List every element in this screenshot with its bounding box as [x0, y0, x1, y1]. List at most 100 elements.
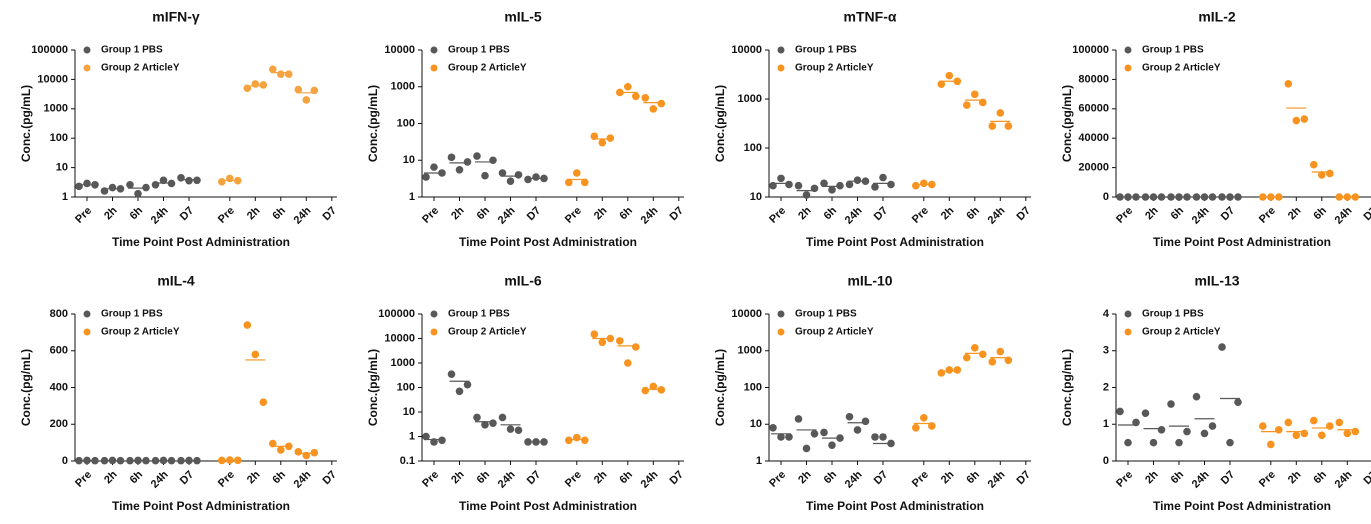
data-point — [649, 382, 658, 391]
x-tick-label: 2h — [939, 468, 957, 486]
x-tick-label: 6h — [617, 204, 635, 222]
legend-marker — [83, 328, 91, 336]
chart-title: mTNF-α — [844, 9, 897, 25]
x-tick-label: Pre — [420, 205, 441, 226]
data-point — [1116, 407, 1124, 416]
x-tick-label: 6h — [128, 468, 146, 486]
y-tick-label: 100000 — [31, 44, 68, 56]
data-point — [1292, 116, 1301, 125]
x-tick-label: 2h — [1143, 204, 1161, 222]
x-tick-label: D7 — [1015, 205, 1033, 223]
data-point — [1149, 438, 1158, 447]
x-tick-label: 6h — [1311, 204, 1329, 222]
data-point — [1157, 425, 1166, 434]
y-tick-label: 10000 — [384, 332, 415, 344]
data-point — [159, 176, 168, 185]
x-tick-label: D7 — [525, 205, 543, 223]
data-point — [996, 347, 1005, 356]
y-axis-label: Conc.(pg/mL) — [1060, 85, 1074, 162]
y-tick-label: 10000 — [384, 44, 415, 56]
y-tick-label: 10 — [750, 418, 762, 430]
x-tick-label: 24h — [496, 205, 518, 227]
legend-label: Group 2 ArticleY — [1142, 327, 1221, 338]
x-tick-label: Pre — [73, 469, 94, 490]
data-point — [1259, 422, 1267, 430]
legend-marker — [83, 64, 91, 72]
legend-label: Group 2 ArticleY — [795, 327, 874, 338]
x-axis-label: Time Point Post Administration — [112, 235, 290, 249]
y-tick-label: 1 — [409, 430, 415, 442]
data-point — [565, 436, 573, 445]
x-tick-label: 24h — [639, 469, 661, 491]
data-point — [820, 428, 828, 437]
x-tick-label: 2h — [245, 468, 263, 486]
data-point — [845, 180, 854, 189]
legend-label: Group 2 ArticleY — [448, 63, 527, 74]
legend-label: Group 2 ArticleY — [101, 63, 180, 74]
y-tick-label: 100 — [744, 142, 762, 154]
data-point — [514, 426, 523, 435]
x-tick-label: 6h — [475, 468, 493, 486]
x-tick-label: 2h — [796, 204, 814, 222]
x-tick-label: 6h — [270, 204, 288, 222]
data-point — [871, 433, 879, 441]
data-point — [879, 173, 887, 182]
x-tick-label: 2h — [592, 204, 610, 222]
data-point — [259, 81, 268, 89]
y-tick-label: 0 — [1103, 191, 1109, 203]
data-point — [142, 183, 150, 192]
legend-marker — [430, 46, 438, 54]
x-tick-label: 2h — [939, 204, 957, 222]
y-tick-label: 40000 — [1078, 132, 1109, 144]
legend-label: Group 2 ArticleY — [1142, 63, 1221, 74]
x-tick-label: Pre — [767, 469, 788, 490]
data-point — [1300, 115, 1309, 123]
y-tick-label: 1000 — [44, 103, 68, 115]
x-tick-label: D7 — [668, 469, 686, 487]
data-point — [920, 413, 928, 422]
y-tick-label: 1000 — [738, 93, 762, 105]
data-point — [861, 417, 870, 426]
data-point — [1335, 418, 1344, 427]
legend-marker — [777, 310, 785, 318]
chart-title: mIL-10 — [847, 273, 892, 289]
data-point — [920, 179, 928, 188]
x-tick-label: D7 — [1362, 205, 1371, 223]
x-tick-label: 2h — [1143, 468, 1161, 486]
chart-title: mIL-13 — [1194, 273, 1239, 289]
y-tick-label: 3 — [1103, 345, 1109, 357]
data-point — [430, 163, 438, 171]
x-tick-label: D7 — [1362, 469, 1371, 487]
data-point — [481, 421, 489, 429]
x-tick-label: 24h — [1190, 205, 1212, 227]
data-point — [447, 370, 456, 378]
data-point — [887, 180, 895, 189]
data-point — [769, 424, 777, 432]
x-tick-label: 6h — [964, 204, 982, 222]
x-axis-label: Time Point Post Administration — [112, 499, 290, 513]
data-point — [1310, 416, 1318, 425]
y-axis-label: Conc.(pg/mL) — [366, 349, 380, 426]
x-tick-label: Pre — [910, 469, 931, 490]
data-point — [606, 134, 615, 142]
legend-marker — [83, 46, 91, 54]
data-point — [945, 366, 954, 374]
x-axis-label: Time Point Post Administration — [459, 499, 637, 513]
data-point — [83, 179, 91, 188]
data-point — [1284, 80, 1293, 88]
x-tick-label: Pre — [216, 469, 237, 490]
x-tick-label: Pre — [1257, 469, 1278, 490]
x-tick-label: D7 — [872, 469, 890, 487]
data-point — [1167, 400, 1175, 408]
x-tick-label: 6h — [1169, 204, 1187, 222]
x-tick-label: 2h — [102, 468, 120, 486]
data-point — [836, 181, 844, 190]
data-point — [473, 152, 481, 160]
legend-marker — [430, 310, 438, 318]
x-tick-label: D7 — [178, 205, 196, 223]
x-tick-label: 24h — [639, 205, 661, 227]
x-axis-label: Time Point Post Administration — [806, 499, 984, 513]
x-tick-label: Pre — [563, 469, 584, 490]
